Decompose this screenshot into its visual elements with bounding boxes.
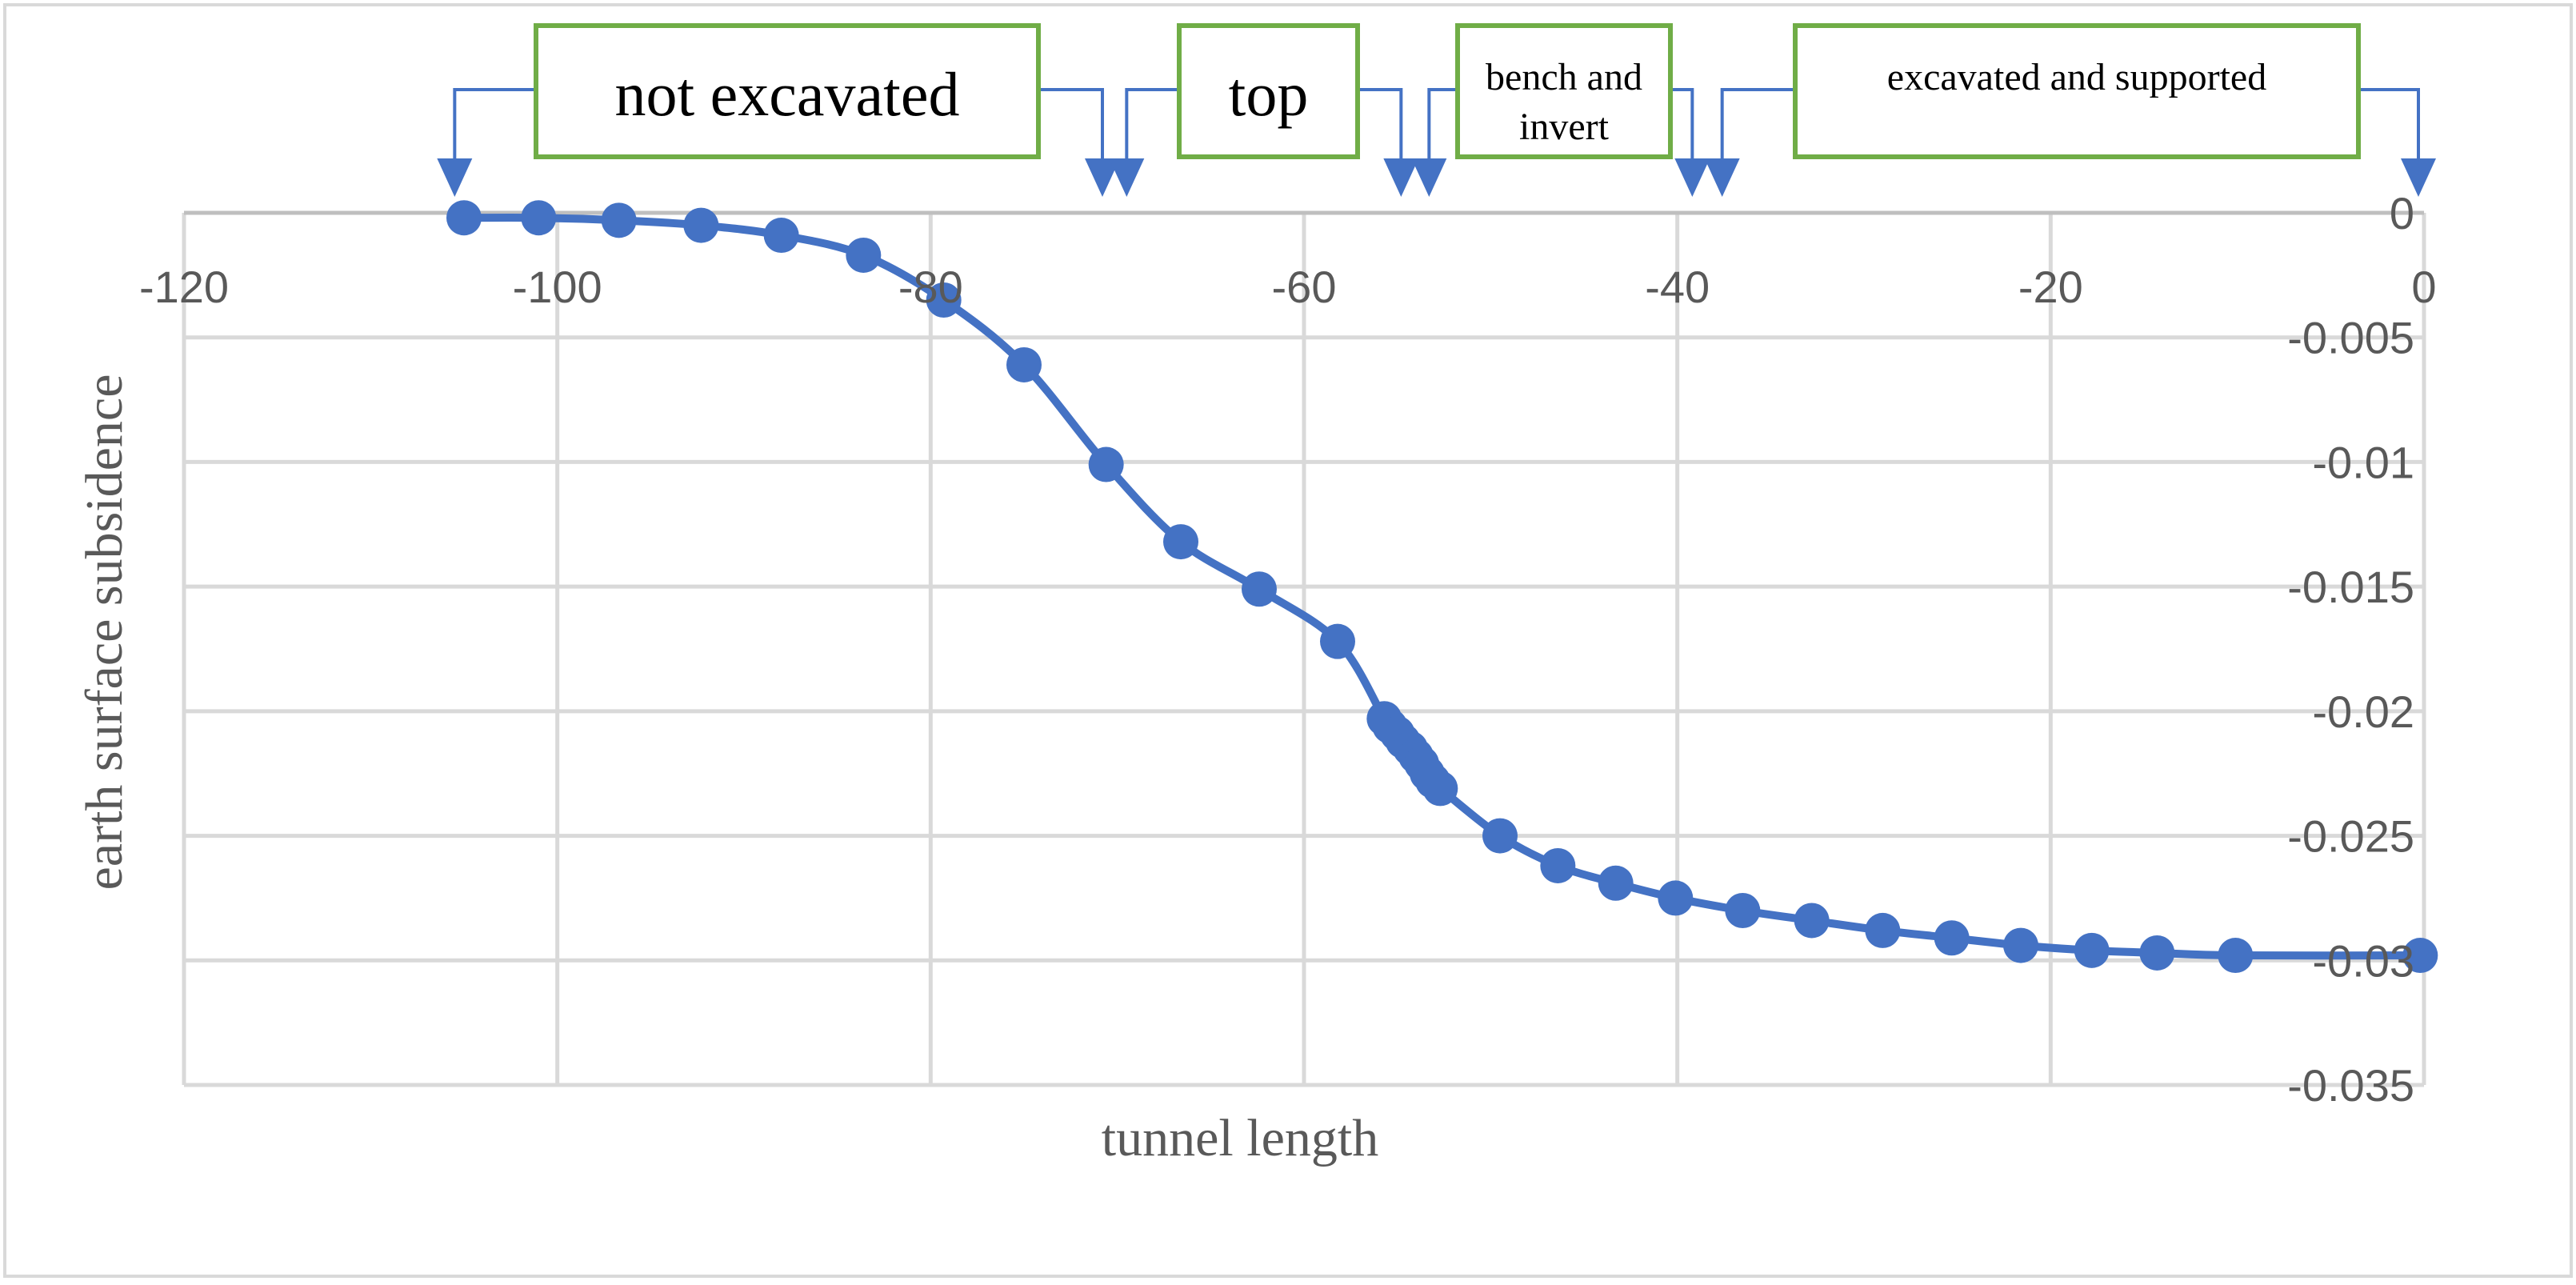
x-tick-label: -100 xyxy=(513,262,602,312)
arrow-down-icon xyxy=(1383,158,1419,197)
data-point xyxy=(1658,880,1694,916)
x-tick-label: -80 xyxy=(898,262,963,312)
stage-annotations: not excavated top bench and invert excavated… xyxy=(437,23,2436,197)
arrow-down-icon xyxy=(437,158,473,197)
y-tick-label: 0 xyxy=(2390,188,2414,238)
x-tick-label: -60 xyxy=(1272,262,1337,312)
bracket-left xyxy=(1427,88,1458,162)
data-point xyxy=(2074,932,2110,968)
y-tick-label: -0.03 xyxy=(2312,935,2414,986)
arrow-down-icon xyxy=(1411,158,1447,197)
y-tick-label: -0.015 xyxy=(2287,562,2414,612)
annotation-box xyxy=(1793,23,2361,159)
data-point xyxy=(1540,847,1576,883)
y-axis-title: earth surface subsidence xyxy=(75,374,134,890)
data-point xyxy=(1163,524,1198,560)
tick-labels: -120 -100 -80 -60 -40 -20 00-0.005-0.01-0.015-… xyxy=(139,188,2437,1111)
series-layer xyxy=(446,200,2438,974)
data-point xyxy=(1320,623,1355,659)
x-tick-label: -20 xyxy=(2018,262,2083,312)
arrow-down-icon xyxy=(2401,158,2436,197)
bracket-right xyxy=(1358,88,1403,162)
x-tick-label: 0 xyxy=(2411,262,2436,312)
annotation-label: bench and invert xyxy=(1486,56,1642,148)
y-tick-label: -0.025 xyxy=(2287,811,2414,862)
arrow-down-icon xyxy=(1704,158,1740,197)
bracket-left xyxy=(453,88,536,162)
data-point xyxy=(1794,903,1830,939)
data-point xyxy=(2003,927,2038,963)
data-point xyxy=(1482,818,1518,854)
x-tick-label: -120 xyxy=(139,262,229,312)
annotation-label: top xyxy=(1229,59,1309,129)
x-axis-title: tunnel length xyxy=(1102,1109,1378,1167)
data-point xyxy=(1242,571,1277,607)
annotation-box xyxy=(1177,23,1360,159)
annotation-label: excavated and supported xyxy=(1887,56,2266,98)
data-point xyxy=(601,202,637,238)
stage-annotation: top xyxy=(1109,23,1419,197)
data-point xyxy=(1865,912,1901,948)
data-point xyxy=(2402,938,2438,974)
annotation-box xyxy=(1455,23,1673,159)
arrow-down-icon xyxy=(1109,158,1145,197)
data-point xyxy=(1934,920,1970,956)
data-point xyxy=(521,200,557,236)
data-point xyxy=(846,237,882,273)
bracket-right xyxy=(1670,88,1694,162)
data-point xyxy=(1422,771,1458,807)
bracket-right xyxy=(2358,88,2420,162)
arrow-down-icon xyxy=(1674,158,1710,197)
bracket-right xyxy=(1038,88,1104,162)
data-point xyxy=(1006,346,1042,382)
arrow-down-icon xyxy=(1085,158,1120,197)
data-point xyxy=(683,207,719,243)
y-tick-label: -0.005 xyxy=(2287,313,2414,363)
stage-annotation: excavated and supported xyxy=(1704,23,2436,197)
stage-annotation: bench and invert xyxy=(1411,23,1710,197)
data-point xyxy=(2218,938,2254,974)
data-point xyxy=(763,218,799,254)
data-point xyxy=(2139,935,2175,971)
annotation-box xyxy=(534,23,1041,159)
data-point xyxy=(1725,893,1761,928)
bracket-left xyxy=(1720,88,1795,162)
stage-annotation: not excavated xyxy=(437,23,1120,197)
x-tick-label: -40 xyxy=(1645,262,1710,312)
chart-frame xyxy=(3,3,2573,1278)
data-point xyxy=(446,200,482,236)
data-point xyxy=(926,282,962,318)
y-tick-label: -0.035 xyxy=(2287,1060,2414,1111)
y-tick-label: -0.02 xyxy=(2312,687,2414,737)
bracket-left xyxy=(1125,88,1179,162)
data-point xyxy=(1598,865,1634,901)
annotation-label: not excavated xyxy=(615,59,960,129)
y-tick-label: -0.01 xyxy=(2312,437,2414,487)
data-point xyxy=(1088,446,1124,482)
